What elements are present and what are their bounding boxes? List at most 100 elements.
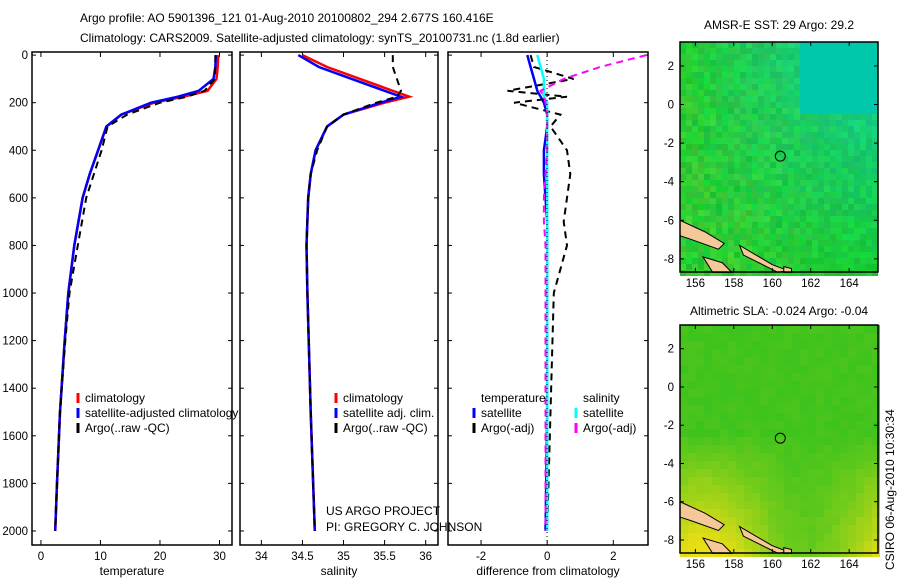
- map-cell: [764, 54, 770, 60]
- map-cell: [836, 258, 842, 264]
- map-cell: [854, 204, 860, 210]
- map-cell: [864, 405, 872, 413]
- map-cell: [872, 533, 880, 541]
- map-cell: [728, 72, 734, 78]
- map-cell: [716, 252, 722, 258]
- map-cell: [736, 341, 744, 349]
- map-cell: [704, 210, 710, 216]
- map-cell: [686, 168, 692, 174]
- map-cell: [818, 42, 824, 48]
- x-tick-label: 30: [213, 551, 226, 563]
- map-cell: [680, 252, 686, 258]
- map-cell: [722, 156, 728, 162]
- map-cell: [744, 325, 752, 333]
- map-cell: [830, 186, 836, 192]
- map-cell: [824, 501, 832, 509]
- map-cell: [770, 222, 776, 228]
- x-tick-label: 20: [154, 551, 167, 563]
- map-cell: [746, 192, 752, 198]
- map-cell: [752, 210, 758, 216]
- map-cell: [824, 397, 832, 405]
- map-cell: [692, 240, 698, 246]
- map-cell: [812, 180, 818, 186]
- map-cell: [816, 373, 824, 381]
- map-cell: [860, 150, 866, 156]
- map-cell: [872, 114, 878, 120]
- map-cell: [716, 162, 722, 168]
- map-cell: [872, 126, 878, 132]
- map-cell: [836, 84, 842, 90]
- map-cell: [782, 132, 788, 138]
- map-cell: [728, 270, 734, 276]
- map-cell: [816, 357, 824, 365]
- map-cell: [768, 381, 776, 389]
- map-cell: [832, 381, 840, 389]
- map-cell: [752, 54, 758, 60]
- map-cell: [836, 204, 842, 210]
- y-tick-label: -8: [664, 254, 674, 266]
- map-cell: [792, 461, 800, 469]
- map-cell: [808, 469, 816, 477]
- map-cell: [824, 381, 832, 389]
- map-cell: [830, 222, 836, 228]
- map-cell: [692, 252, 698, 258]
- map-cell: [812, 156, 818, 162]
- map-cell: [776, 186, 782, 192]
- map-cell: [800, 349, 808, 357]
- y-tick-label: -2: [664, 420, 674, 432]
- map-cell: [722, 72, 728, 78]
- map-cell: [824, 60, 830, 66]
- map-cell: [776, 389, 784, 397]
- plot-frame: [239, 51, 439, 546]
- map-cell: [818, 192, 824, 198]
- map-cell: [800, 126, 806, 132]
- map-cell: [740, 204, 746, 210]
- map-cell: [830, 168, 836, 174]
- map-cell: [800, 234, 806, 240]
- map-cell: [764, 114, 770, 120]
- map-cell: [770, 210, 776, 216]
- map-cell: [816, 341, 824, 349]
- map-cell: [824, 333, 832, 341]
- map-cell: [848, 373, 856, 381]
- map-cell: [792, 477, 800, 485]
- map-cell: [848, 204, 854, 210]
- map-cell: [816, 413, 824, 421]
- map-cell: [818, 150, 824, 156]
- map-cell: [734, 72, 740, 78]
- map-cell: [836, 198, 842, 204]
- map-cell: [722, 114, 728, 120]
- map-cell: [854, 186, 860, 192]
- map-cell: [716, 96, 722, 102]
- map-cell: [770, 72, 776, 78]
- map-cell: [704, 389, 712, 397]
- map-cell: [688, 533, 696, 541]
- map-cell: [824, 114, 830, 120]
- map-cell: [758, 42, 764, 48]
- map-cell: [872, 210, 878, 216]
- map-cell: [704, 501, 712, 509]
- map-cell: [788, 144, 794, 150]
- map-cell: [728, 469, 736, 477]
- map-cell: [812, 78, 818, 84]
- map-cell: [746, 126, 752, 132]
- map-cell: [776, 258, 782, 264]
- map-cell: [712, 533, 720, 541]
- map-cell: [704, 413, 712, 421]
- map-cell: [860, 216, 866, 222]
- map-cell: [872, 150, 878, 156]
- map-cell: [704, 180, 710, 186]
- map-cell: [734, 258, 740, 264]
- map-cell: [848, 168, 854, 174]
- map-cell: [752, 240, 758, 246]
- map-cell: [698, 192, 704, 198]
- map-cell: [758, 54, 764, 60]
- map-cell: [740, 270, 746, 276]
- map-cell: [800, 216, 806, 222]
- map-cell: [704, 66, 710, 72]
- map-cell: [812, 246, 818, 252]
- map-cell: [818, 144, 824, 150]
- map-cell: [782, 144, 788, 150]
- map-cell: [776, 509, 784, 517]
- map-cell: [792, 405, 800, 413]
